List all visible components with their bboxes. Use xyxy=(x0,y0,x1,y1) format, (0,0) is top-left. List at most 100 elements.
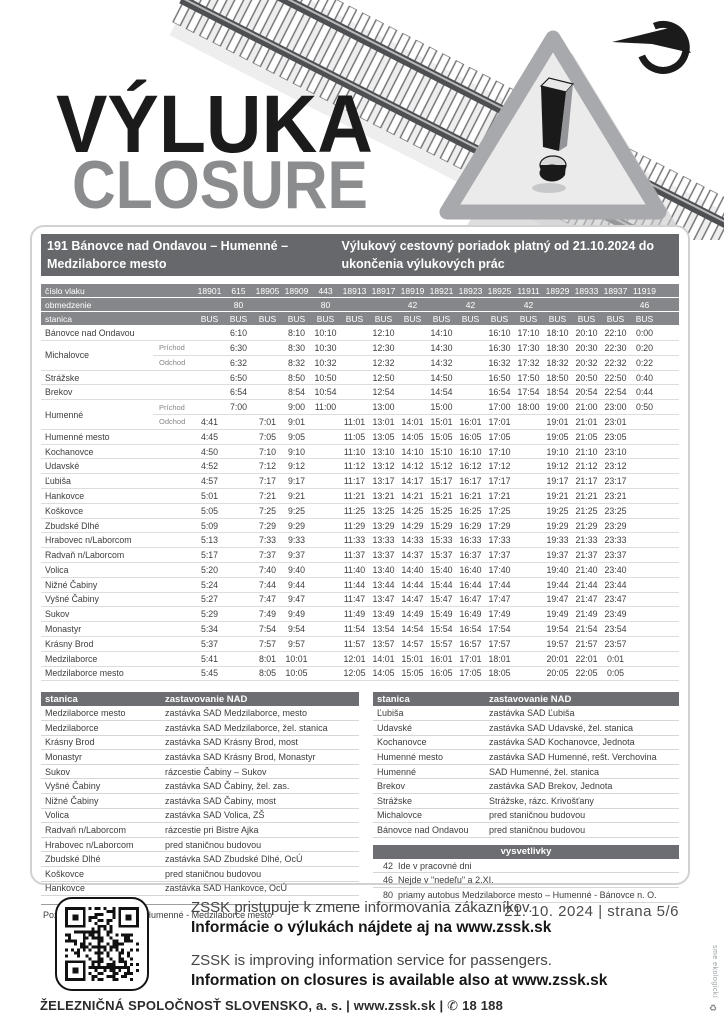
time-cell: 5:45 xyxy=(195,666,224,682)
train-number: 18909 xyxy=(282,284,311,299)
legend-code: 80 xyxy=(373,887,398,903)
time-cell: 15:01 xyxy=(427,414,456,430)
time-cell xyxy=(311,429,340,445)
timetable-row: Bánovce nad Ondavou 6:10 8:10 10:10 12:10 14:… xyxy=(41,325,679,342)
station-cell: Strážske xyxy=(41,370,153,386)
time-cell xyxy=(311,651,340,667)
time-cell xyxy=(253,325,282,342)
nad-row: Bánovce nad Ondavou pred staničnou budovo… xyxy=(373,822,679,838)
time-cell: 8:50 xyxy=(282,370,311,386)
time-cell: 17:21 xyxy=(485,488,514,504)
trailing-cell xyxy=(659,577,679,593)
time-cell: 17:05 xyxy=(485,429,514,445)
time-cell: 16:40 xyxy=(456,562,485,578)
nad-stop: zastávka SAD Udavské, žel. stanica xyxy=(485,720,679,736)
trailing-cell xyxy=(659,636,679,652)
time-cell xyxy=(630,473,659,490)
legend-row: 46 Nejde v "nedeľu" a 2.XI. xyxy=(373,872,679,888)
time-cell: 7:00 xyxy=(224,399,253,416)
train-number: 18905 xyxy=(253,284,282,299)
time-cell xyxy=(456,355,485,371)
time-cell: 21:37 xyxy=(572,547,601,563)
nad-stop: zastávka SAD Brekov, Jednota xyxy=(485,778,679,794)
time-cell: 16:33 xyxy=(456,532,485,549)
time-cell: 17:57 xyxy=(485,636,514,652)
time-cell: 11:44 xyxy=(340,577,369,593)
nad-row: Udavské zastávka SAD Udavské, žel. stanic… xyxy=(373,720,679,736)
nad-station: Bánovce nad Ondavou xyxy=(373,822,485,838)
nad-header-stop: zastavovanie NAD xyxy=(161,692,359,707)
time-cell: 11:21 xyxy=(340,488,369,504)
time-cell: 21:47 xyxy=(572,592,601,608)
time-cell: 16:37 xyxy=(456,547,485,563)
time-cell: 14:01 xyxy=(398,414,427,430)
time-cell: 11:29 xyxy=(340,518,369,534)
trailing-cell xyxy=(659,606,679,623)
exclamation-icon xyxy=(532,77,575,193)
trailing-cell xyxy=(659,488,679,504)
time-cell xyxy=(630,636,659,652)
time-cell: 15:40 xyxy=(427,562,456,578)
time-cell: 5:17 xyxy=(195,547,224,563)
time-cell xyxy=(630,666,659,682)
time-cell: 17:33 xyxy=(485,532,514,549)
nad-stop: zastávka SAD Ľubiša xyxy=(485,706,679,721)
time-cell: 17:54 xyxy=(514,384,543,401)
time-cell: 7:54 xyxy=(253,621,282,637)
time-cell: 19:17 xyxy=(543,473,572,490)
time-cell: 21:10 xyxy=(572,444,601,460)
station-cell: Kochanovce xyxy=(41,444,153,460)
time-cell: 5:34 xyxy=(195,621,224,637)
timetable-row-label: stanica xyxy=(41,311,195,327)
time-cell: 10:10 xyxy=(311,325,340,342)
time-cell: 0:44 xyxy=(630,384,659,401)
time-cell xyxy=(630,488,659,504)
time-cell: 13:57 xyxy=(369,636,398,652)
time-cell xyxy=(224,532,253,549)
nad-station: Radvaň n/Laborcom xyxy=(41,822,161,838)
time-cell: 15:25 xyxy=(427,503,456,519)
time-cell: 11:17 xyxy=(340,473,369,490)
time-cell: 0:20 xyxy=(630,340,659,356)
time-cell: 19:54 xyxy=(543,621,572,637)
train-number: 18921 xyxy=(427,284,456,299)
arrdep-label xyxy=(153,503,195,519)
time-cell: 16:05 xyxy=(427,666,456,682)
nad-row: Vyšné Čabiny zastávka SAD Čabiny, žel. za… xyxy=(41,778,359,794)
trailing-cell xyxy=(659,532,679,549)
nad-stop: zastávka SAD Čabiny, žel. zas. xyxy=(161,778,359,794)
train-number: 18925 xyxy=(485,284,514,299)
time-cell: 16:10 xyxy=(485,325,514,342)
restriction-code xyxy=(253,297,282,313)
time-cell: 4:50 xyxy=(195,444,224,460)
time-cell: 15:29 xyxy=(427,518,456,534)
time-cell: 14:32 xyxy=(427,355,456,371)
time-cell: 17:29 xyxy=(485,518,514,534)
time-cell: 9:10 xyxy=(282,444,311,460)
time-cell: 21:21 xyxy=(572,488,601,504)
nad-station: Koškovce xyxy=(41,866,161,882)
time-cell xyxy=(630,547,659,563)
legend-row: 42 Ide v pracovné dni xyxy=(373,858,679,874)
station-cell: Medzilaborce mesto xyxy=(41,666,153,682)
time-cell: 0:40 xyxy=(630,370,659,386)
time-cell xyxy=(514,458,543,475)
nad-station: Humenné mesto xyxy=(373,749,485,765)
time-cell: 16:25 xyxy=(456,503,485,519)
train-number: 18913 xyxy=(340,284,369,299)
time-cell xyxy=(456,384,485,401)
time-cell: 4:41 xyxy=(195,414,224,430)
trailing-cell xyxy=(659,458,679,475)
train-number: 443 xyxy=(311,284,340,299)
time-cell: 20:54 xyxy=(572,384,601,401)
time-cell: 5:09 xyxy=(195,518,224,534)
time-cell: 9:44 xyxy=(282,577,311,593)
time-cell: 5:29 xyxy=(195,606,224,623)
time-cell: 22:50 xyxy=(601,370,630,386)
time-cell: 5:13 xyxy=(195,532,224,549)
time-cell xyxy=(514,444,543,460)
time-cell xyxy=(311,666,340,682)
nad-stop: pred staničnou budovou xyxy=(161,866,359,882)
time-cell: 21:29 xyxy=(572,518,601,534)
date-text: 21. 10. 2024 xyxy=(504,902,594,920)
